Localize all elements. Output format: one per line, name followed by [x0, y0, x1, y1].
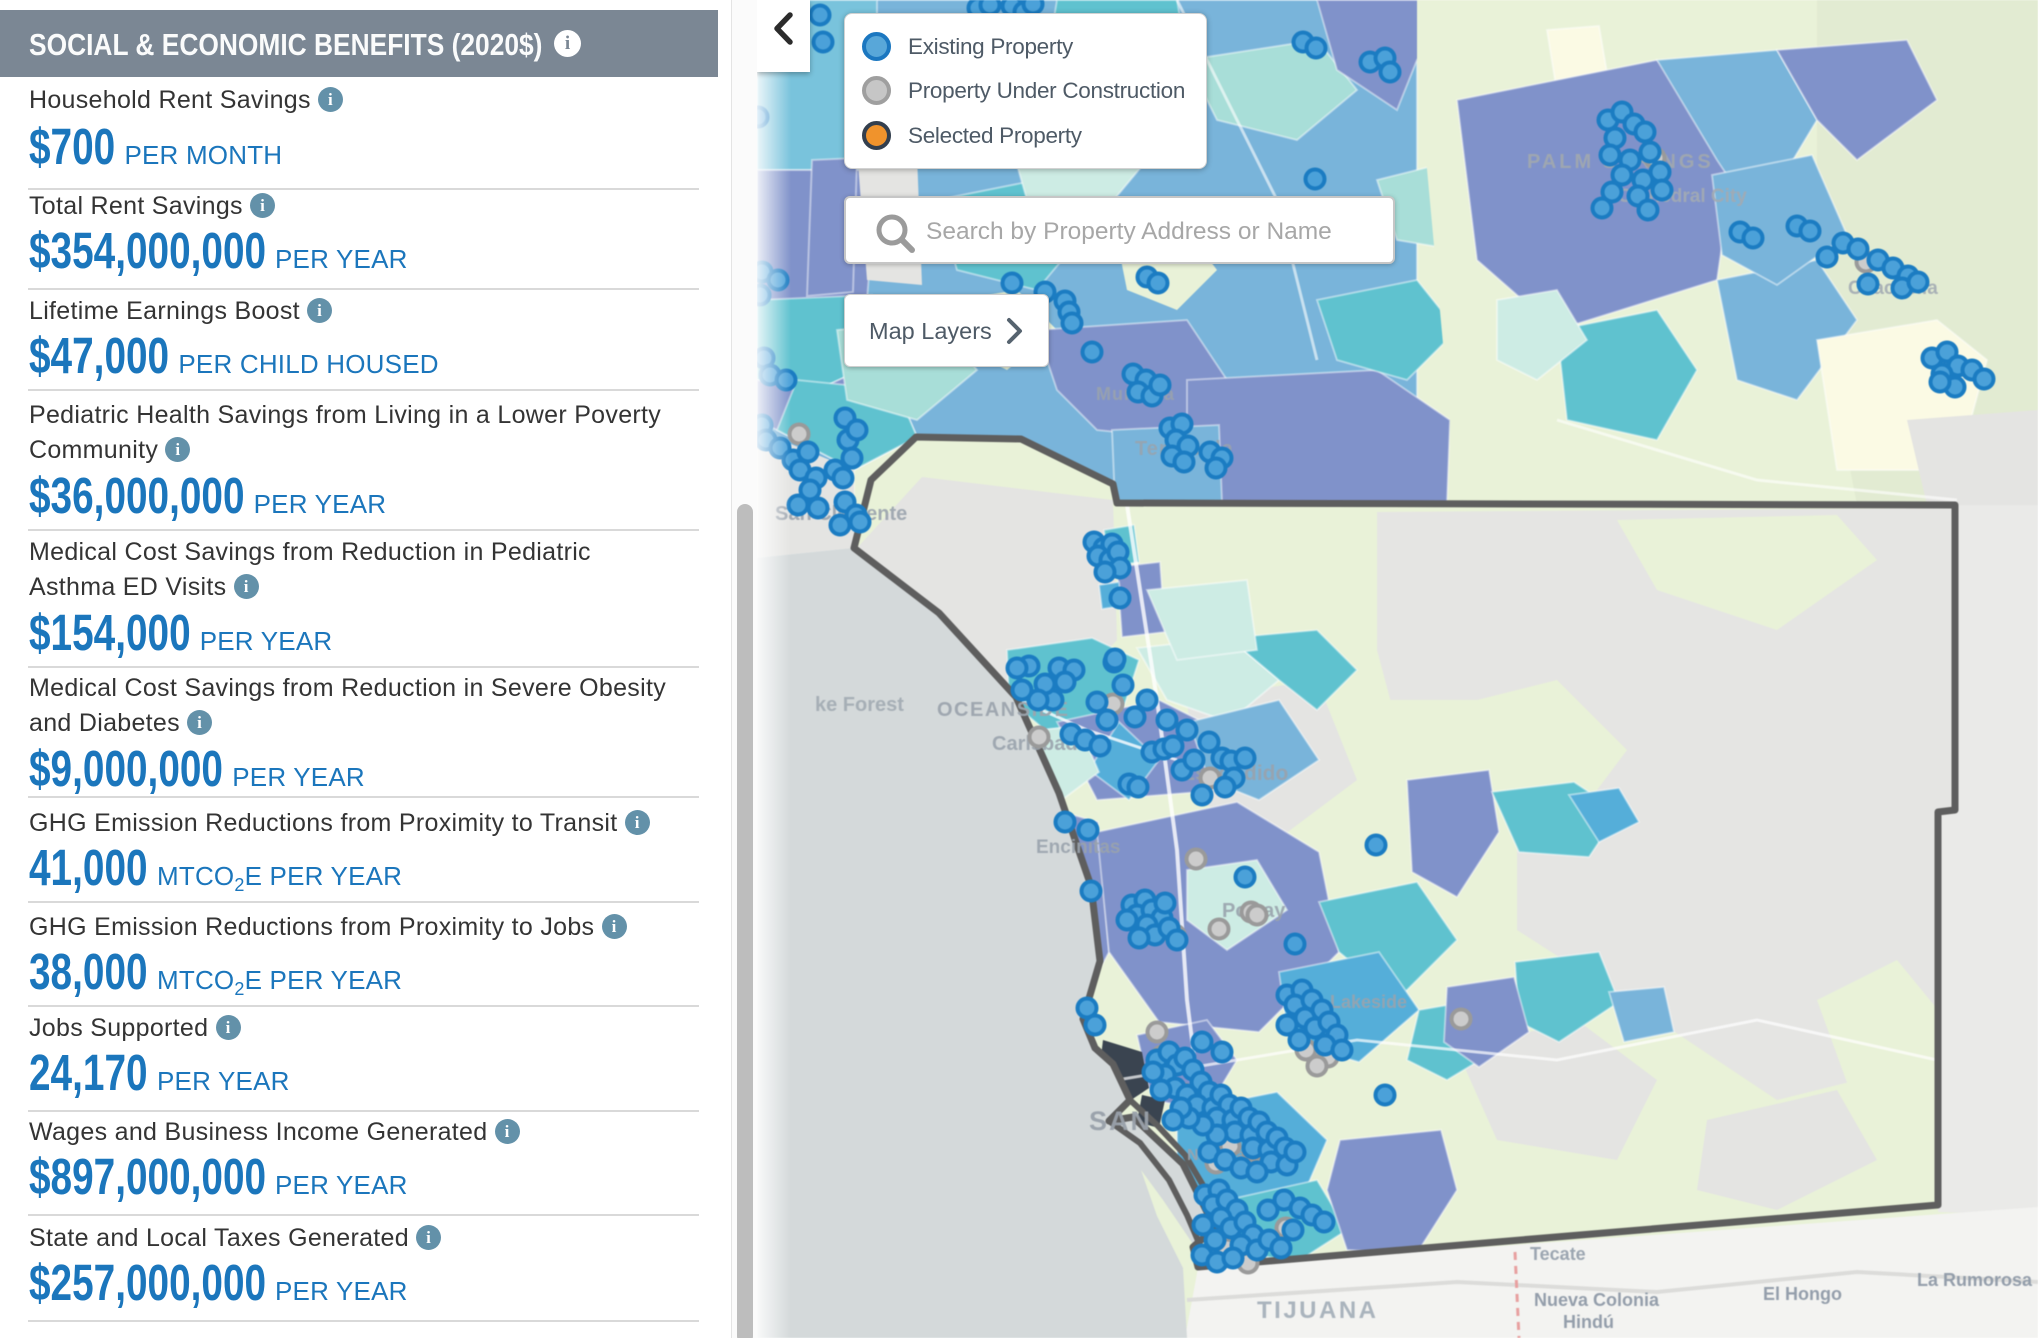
svg-text:El Hongo: El Hongo	[1763, 1284, 1842, 1304]
svg-text:Nueva Colonia: Nueva Colonia	[1534, 1290, 1660, 1310]
svg-text:La Rumorosa: La Rumorosa	[1917, 1270, 2033, 1290]
svg-text:Hindú: Hindú	[1563, 1312, 1614, 1332]
svg-text:Encinitas: Encinitas	[1036, 837, 1120, 858]
svg-text:Lakeside: Lakeside	[1330, 992, 1407, 1012]
svg-text:TIJUANA: TIJUANA	[1257, 1297, 1379, 1324]
svg-text:ke Forest: ke Forest	[815, 694, 904, 716]
svg-text:Tecate: Tecate	[1530, 1244, 1586, 1264]
svg-text:SAN: SAN	[1089, 1106, 1152, 1136]
